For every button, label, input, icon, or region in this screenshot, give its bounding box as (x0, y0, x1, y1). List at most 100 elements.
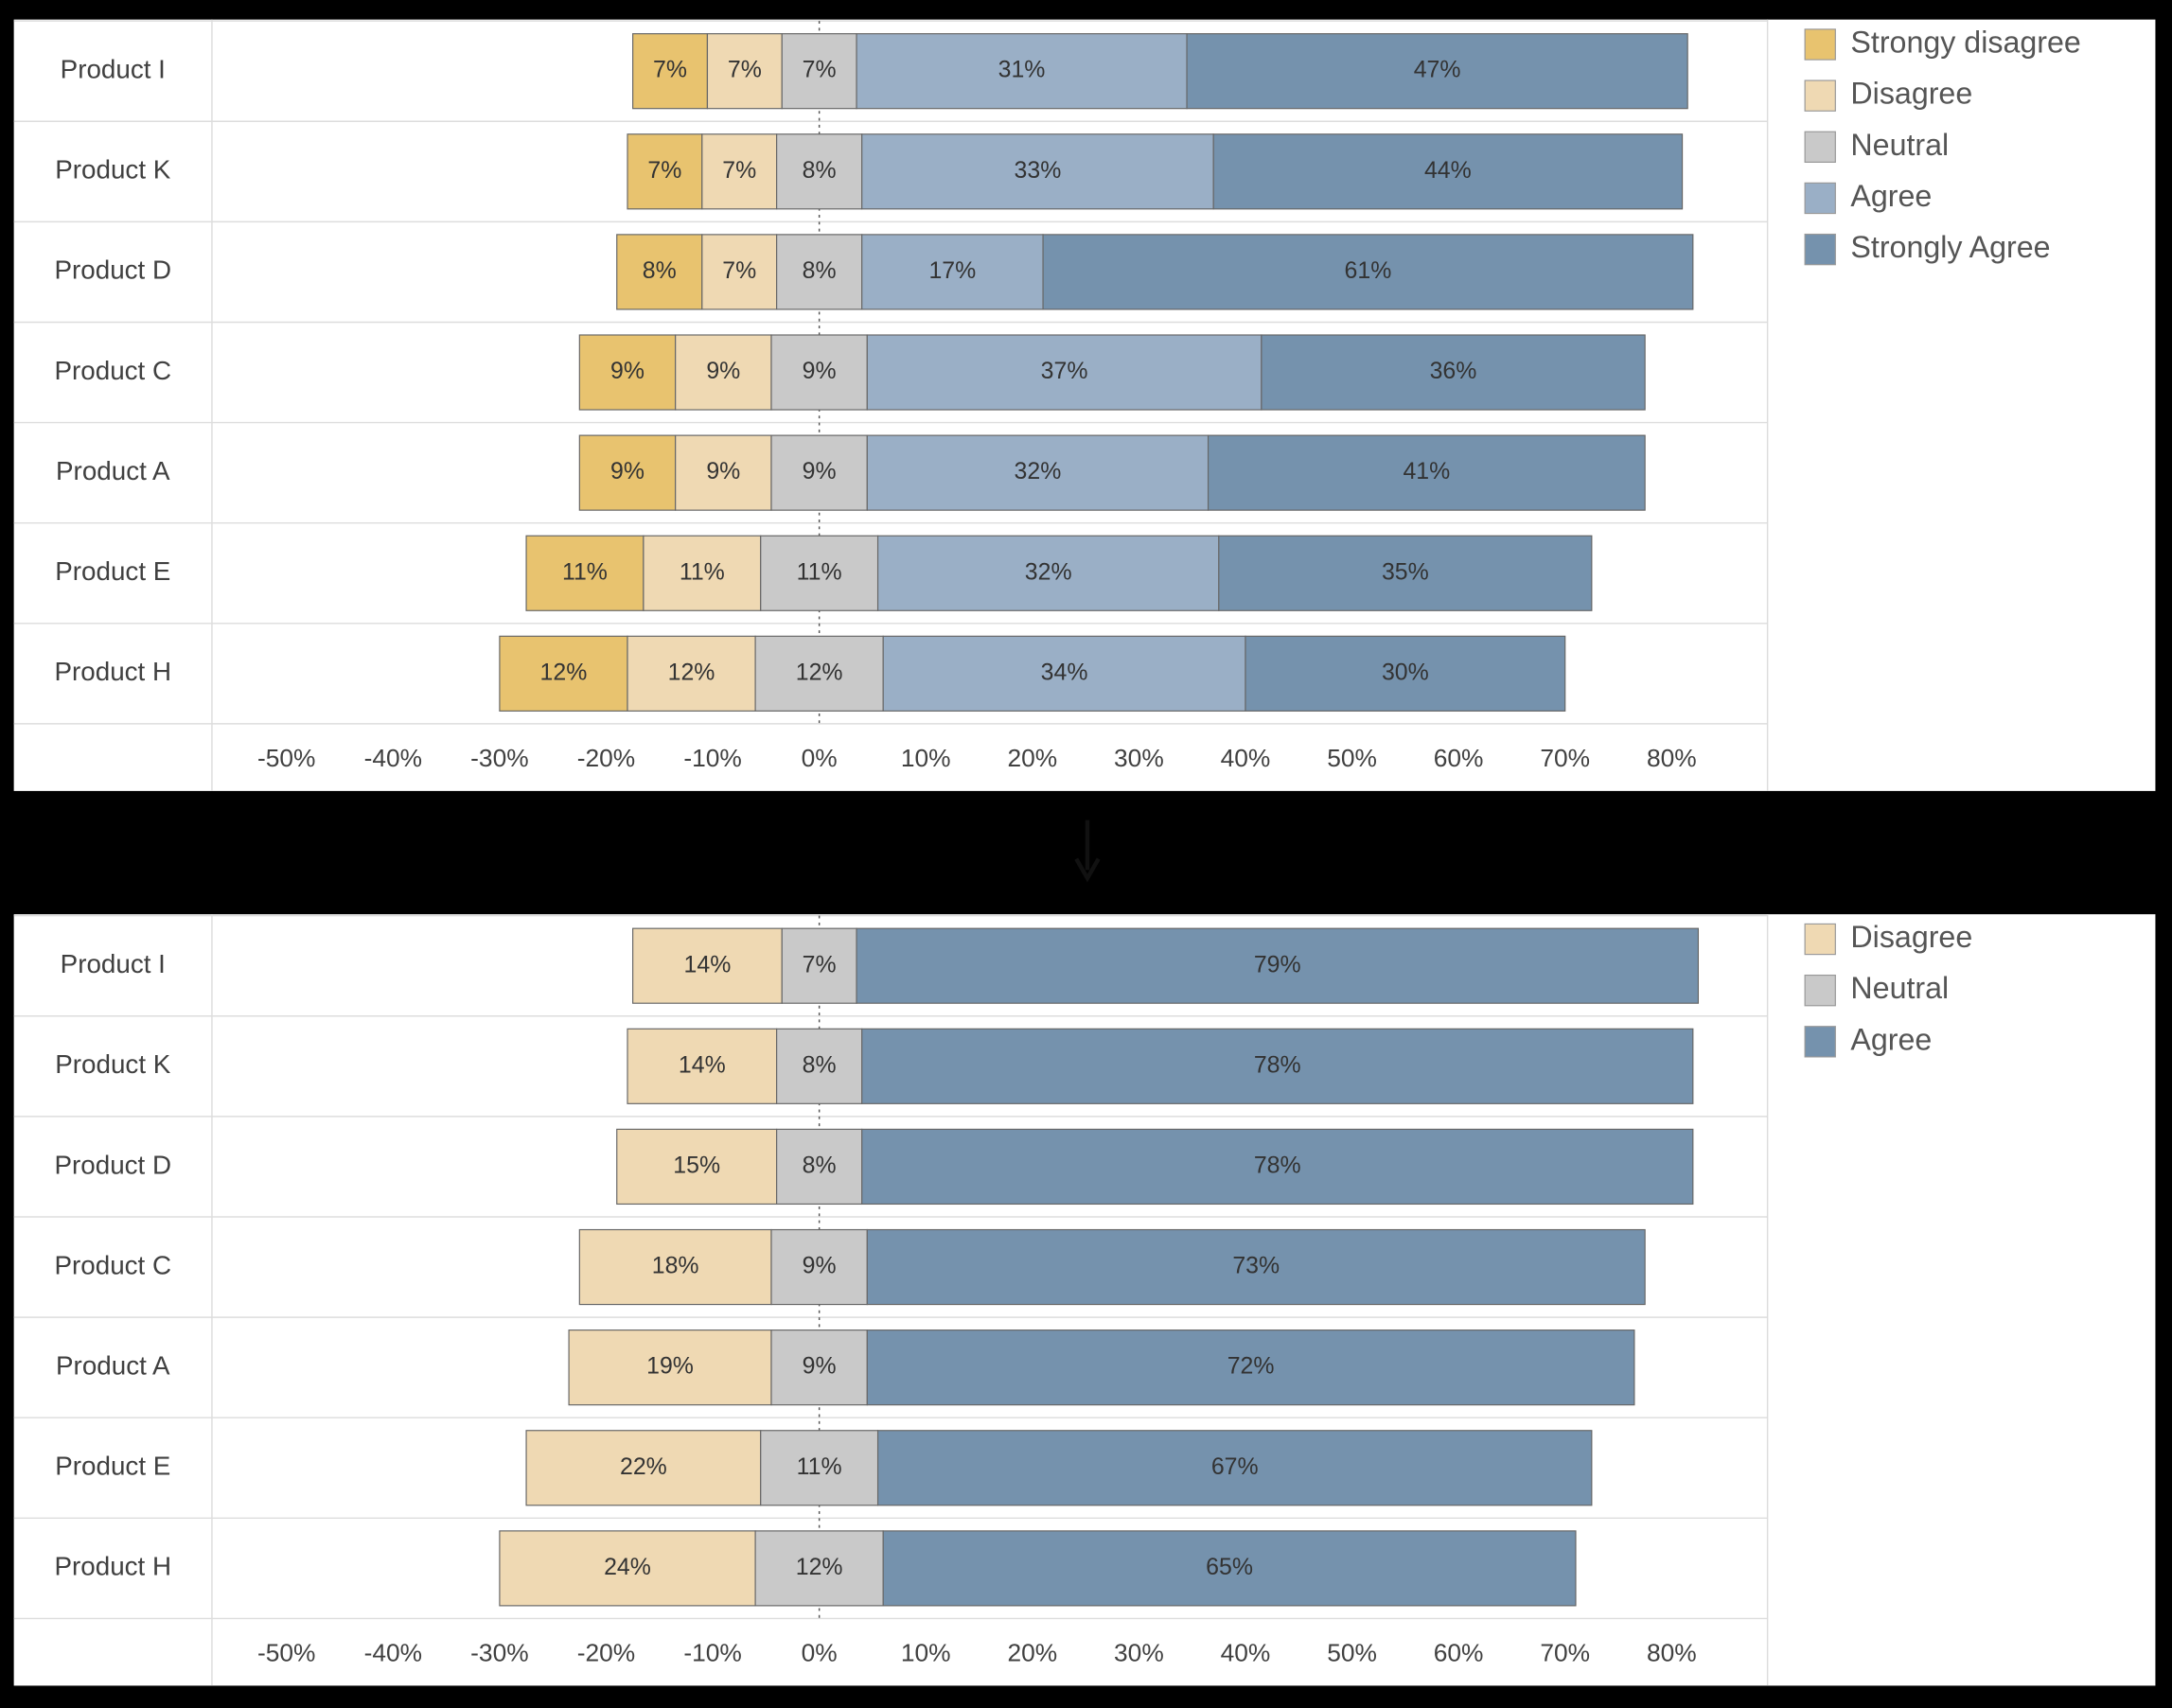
data-label: 15% (673, 1152, 720, 1178)
data-label: 11% (562, 558, 608, 585)
bar-segment (754, 635, 884, 712)
bar-segment (876, 535, 1220, 611)
legend-label: Neutral (1850, 128, 1949, 162)
data-label: 9% (803, 1253, 837, 1279)
x-tick-label: 20% (1007, 1638, 1057, 1666)
bar-segment (856, 33, 1188, 110)
data-label: 33% (1015, 157, 1062, 184)
data-label: 34% (1041, 659, 1088, 685)
data-label: 9% (803, 458, 837, 484)
data-label: 7% (803, 57, 837, 83)
data-label: 32% (1025, 558, 1072, 585)
legend-swatch (1804, 1026, 1836, 1058)
bar-segment (882, 1530, 1577, 1607)
data-label: 65% (1206, 1554, 1253, 1580)
bar-segment (781, 33, 857, 110)
bar-segment (632, 927, 783, 1004)
data-label: 14% (684, 951, 732, 977)
data-label: 79% (1254, 951, 1301, 977)
data-label: 41% (1403, 458, 1450, 484)
row-label: Product I (61, 949, 166, 978)
x-tick-label: 50% (1327, 744, 1377, 772)
data-label: 8% (803, 157, 837, 184)
data-label: 72% (1227, 1353, 1275, 1380)
x-tick-label: -10% (683, 1638, 741, 1666)
bar-segment (499, 1530, 756, 1607)
data-label: 7% (722, 157, 756, 184)
x-tick-label: 70% (1540, 744, 1590, 772)
bar-segment (1186, 33, 1688, 110)
x-tick-label: 30% (1114, 1638, 1164, 1666)
arrow (1074, 819, 1101, 883)
data-label: 11% (797, 558, 842, 585)
row-label: Product E (55, 1452, 170, 1481)
data-label: 14% (679, 1051, 726, 1078)
data-label: 7% (803, 951, 837, 977)
bar-segment (861, 1128, 1694, 1206)
data-label: 7% (728, 57, 762, 83)
x-tick-label: 60% (1434, 744, 1484, 772)
data-label: 8% (803, 257, 837, 284)
bar-segment (770, 334, 868, 411)
bar-segment (627, 1028, 778, 1104)
x-tick-label: -50% (257, 744, 315, 772)
data-label: 9% (803, 1353, 837, 1380)
data-label: 8% (643, 257, 677, 284)
data-label: 9% (706, 458, 740, 484)
row-label: Product C (54, 356, 171, 385)
bar-segment (1207, 434, 1646, 511)
x-tick-label: 30% (1114, 744, 1164, 772)
bar-segment (1261, 334, 1646, 411)
data-label: 61% (1345, 257, 1392, 284)
bar-segment (876, 1430, 1593, 1506)
bar-segment (643, 535, 762, 611)
legend-swatch (1804, 28, 1836, 61)
bar-segment (1212, 133, 1684, 210)
bar-segment (578, 434, 677, 511)
data-label: 35% (1382, 558, 1429, 585)
row-label: Product I (61, 55, 166, 84)
x-tick-label: -30% (470, 1638, 528, 1666)
data-label: 9% (803, 358, 837, 384)
data-label: 32% (1015, 458, 1062, 484)
bar-segment (760, 1430, 879, 1506)
bar-segment (866, 1329, 1635, 1406)
bar-segment (866, 434, 1210, 511)
x-tick-label: 80% (1647, 744, 1697, 772)
legend-swatch (1804, 923, 1836, 956)
legend-label: Disagree (1850, 920, 1972, 954)
x-tick-label: 80% (1647, 1638, 1697, 1666)
data-label: 78% (1254, 1051, 1301, 1078)
data-label: 12% (668, 659, 715, 685)
bar-segment (770, 434, 868, 511)
data-label: 7% (647, 157, 681, 184)
x-tick-label: 50% (1327, 1638, 1377, 1666)
bar-segment (568, 1329, 772, 1406)
data-label: 7% (653, 57, 687, 83)
data-label: 30% (1382, 659, 1429, 685)
bar-segment (856, 927, 1700, 1004)
bar-segment (578, 334, 677, 411)
row-label: Product A (56, 456, 170, 485)
data-label: 18% (652, 1253, 699, 1279)
bar-segment (675, 434, 772, 511)
x-tick-label: 0% (802, 744, 838, 772)
legend-swatch (1804, 974, 1836, 1007)
bar-segment (861, 1028, 1694, 1104)
data-label: 31% (998, 57, 1046, 83)
x-tick-label: 10% (901, 744, 951, 772)
x-tick-label: -20% (577, 744, 635, 772)
legend-swatch (1804, 182, 1836, 215)
x-tick-label: 20% (1007, 744, 1057, 772)
data-label: 12% (796, 1554, 843, 1580)
data-label: 7% (722, 257, 756, 284)
data-label: 44% (1424, 157, 1472, 184)
bar-segment (861, 234, 1044, 310)
row-label: Product D (54, 1150, 171, 1179)
x-tick-label: 40% (1221, 1638, 1271, 1666)
legend-swatch (1804, 233, 1836, 266)
bar-segment (1042, 234, 1694, 310)
bar-segment (701, 234, 778, 310)
